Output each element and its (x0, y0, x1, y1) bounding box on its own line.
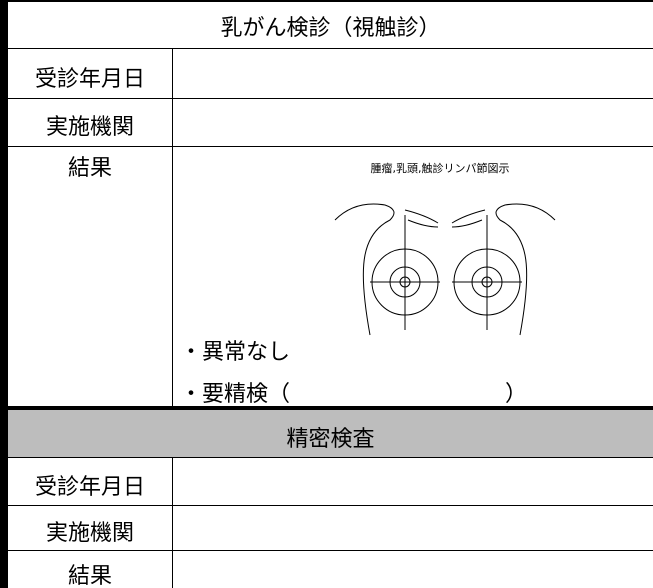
section-title: 乳がん検診（視触診） (220, 16, 441, 41)
column-divider (172, 48, 173, 407)
section-title: 精密検査 (286, 427, 375, 452)
option: ・要精検（ (180, 382, 291, 407)
left-border (0, 0, 8, 588)
header-fill (0, 410, 653, 457)
rule (0, 98, 653, 99)
rule (0, 550, 653, 551)
rule (0, 146, 653, 147)
option: ・異常なし (180, 340, 291, 365)
row-label: 受診年月日 (34, 67, 145, 92)
breast-diagram (334, 203, 556, 336)
row-label: 結果 (67, 156, 112, 181)
rule (0, 457, 653, 458)
rule (0, 505, 653, 506)
option-close: ） (505, 382, 528, 407)
row-label: 結果 (67, 564, 112, 588)
rule (0, 48, 653, 49)
rule (0, 0, 653, 2)
column-divider (172, 457, 173, 588)
rule (0, 406, 653, 410)
row-label: 実施機関 (45, 115, 134, 140)
row-label: 実施機関 (45, 521, 134, 546)
row-label: 受診年月日 (34, 475, 145, 500)
diagram-caption: 腫瘤,乳頭,触診リンパ節図示 (370, 162, 510, 175)
